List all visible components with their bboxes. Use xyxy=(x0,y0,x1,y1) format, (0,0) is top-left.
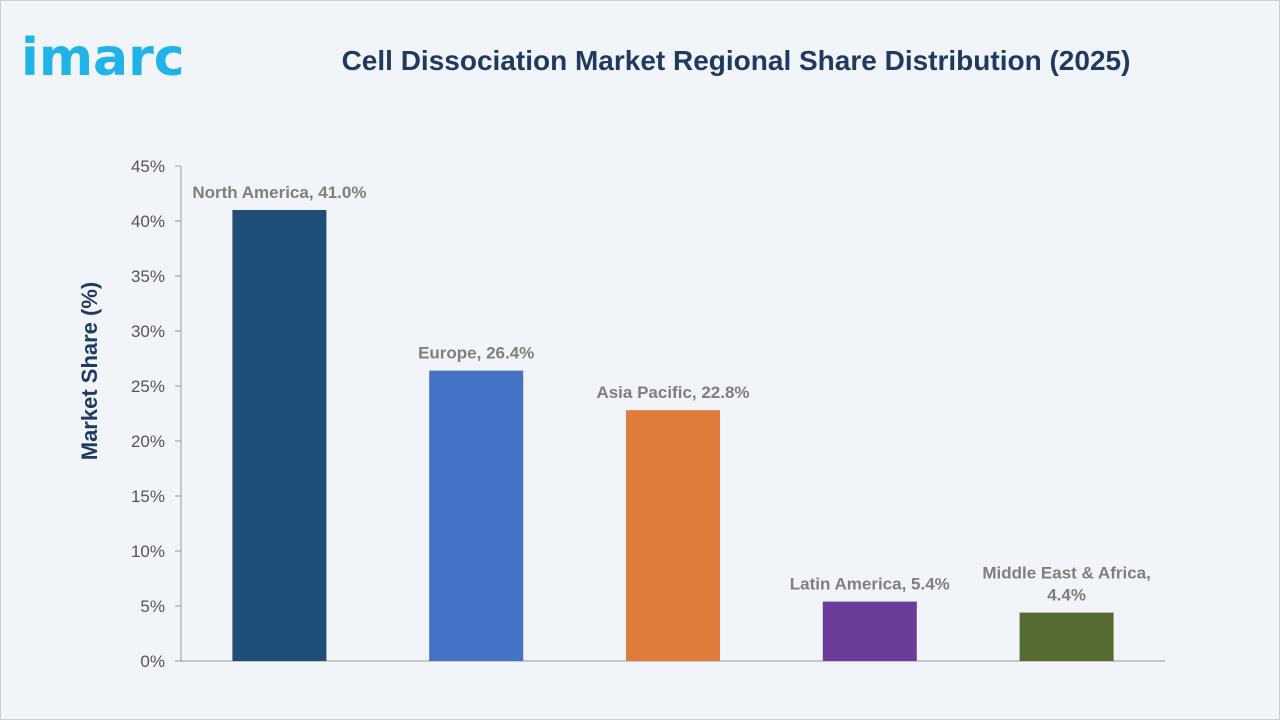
chart-title: Cell Dissociation Market Regional Share … xyxy=(341,45,1131,76)
y-tick-label: 30% xyxy=(131,322,165,341)
data-label: Asia Pacific, 22.8% xyxy=(596,383,749,402)
data-label: Europe, 26.4% xyxy=(418,344,534,363)
y-tick-label: 20% xyxy=(131,432,165,451)
data-label: North America, 41.0% xyxy=(192,183,366,202)
data-label: Middle East & Africa, xyxy=(982,564,1150,583)
y-tick-label: 0% xyxy=(140,652,165,671)
y-tick-label: 10% xyxy=(131,542,165,561)
y-tick-label: 25% xyxy=(131,377,165,396)
bar xyxy=(232,210,327,661)
bar xyxy=(822,601,917,661)
imarc-logo: imarc xyxy=(21,28,185,83)
y-tick-label: 15% xyxy=(131,487,165,506)
data-label: Latin America, 5.4% xyxy=(790,575,950,594)
bar xyxy=(429,370,524,661)
y-tick-label: 5% xyxy=(140,597,165,616)
bar xyxy=(1019,612,1114,661)
data-label: 4.4% xyxy=(1047,586,1086,605)
bar xyxy=(626,410,720,661)
y-tick-label: 40% xyxy=(131,212,165,231)
logo-text: imarc xyxy=(21,28,185,83)
y-tick-label: 45% xyxy=(131,157,165,176)
y-tick-label: 35% xyxy=(131,267,165,286)
